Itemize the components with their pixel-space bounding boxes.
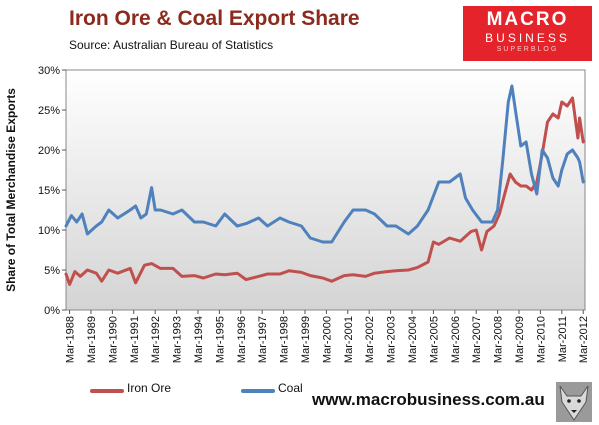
x-tick-label: Mar-2011	[557, 316, 569, 362]
x-tick-label: Mar-1995	[214, 316, 226, 363]
series-line-coal	[64, 84, 585, 244]
y-tick-label: 10%	[38, 225, 60, 237]
logo-line-1: MACRO	[486, 9, 569, 30]
x-tick-label: Mar-2009	[514, 316, 526, 363]
x-tick-label: Mar-2003	[386, 316, 398, 363]
x-tick-label: Mar-1994	[193, 316, 205, 363]
y-tick-label: 0%	[44, 305, 60, 317]
x-tick-label: Mar-1993	[172, 316, 184, 363]
x-tick-label: Mar-2000	[321, 316, 333, 363]
page-title: Iron Ore & Coal Export Share	[69, 7, 360, 30]
x-tick-label: Mar-2001	[343, 316, 355, 363]
legend-swatch-coal	[241, 389, 275, 393]
x-tick-label: Mar-1991	[129, 316, 141, 363]
website-link[interactable]: www.macrobusiness.com.au	[312, 390, 545, 409]
x-tick-label: Mar-2007	[471, 316, 483, 363]
x-tick-label: Mar-2005	[428, 316, 440, 363]
x-tick-label: Mar-2004	[407, 316, 419, 363]
x-tick-label: Mar-2012	[578, 316, 590, 363]
y-tick-label: 5%	[44, 265, 60, 277]
x-tick-label: Mar-1998	[279, 316, 291, 363]
x-tick-label: Mar-2010	[535, 316, 547, 363]
legend-swatch-iron-ore	[90, 389, 124, 393]
legend-label-iron-ore: Iron Ore	[127, 381, 172, 395]
x-tick-label: Mar-2008	[493, 316, 505, 363]
wolf-mascot-icon	[556, 382, 592, 422]
macrobusiness-logo[interactable]: MACRO BUSINESS SUPERBLOG	[463, 6, 592, 61]
source-caption: Source: Australian Bureau of Statistics	[69, 38, 274, 52]
x-tick-label: Mar-2006	[450, 316, 462, 363]
logo-line-3: SUPERBLOG	[496, 46, 559, 53]
x-tick-label: Mar-1999	[300, 316, 312, 363]
legend-label-coal: Coal	[278, 381, 303, 395]
y-tick-label: 30%	[38, 65, 60, 77]
x-tick-label: Mar-1992	[150, 316, 162, 363]
x-tick-label: Mar-1996	[236, 316, 248, 363]
x-tick-label: Mar-1990	[107, 316, 119, 363]
series-line-iron-ore	[64, 96, 585, 286]
y-tick-label: 25%	[38, 105, 60, 117]
x-tick-label: Mar-1988	[65, 316, 77, 363]
x-tick-label: Mar-1989	[86, 316, 98, 363]
x-tick-label: Mar-1997	[257, 316, 269, 363]
y-tick-label: 15%	[38, 185, 60, 197]
x-tick-label: Mar-2002	[364, 316, 376, 363]
y-tick-label: 20%	[38, 145, 60, 157]
logo-line-2: BUSINESS	[485, 31, 570, 45]
